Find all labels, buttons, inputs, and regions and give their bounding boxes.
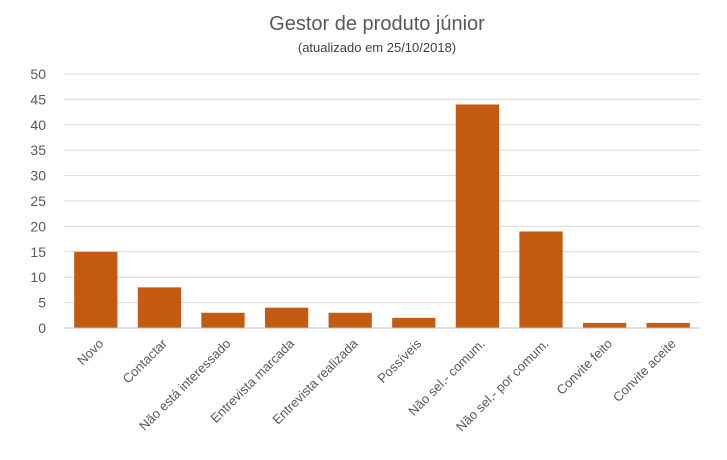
y-tick-label: 5 bbox=[38, 295, 46, 311]
bar bbox=[519, 231, 563, 328]
y-tick-label: 35 bbox=[30, 142, 46, 158]
bar bbox=[455, 104, 500, 328]
y-axis-ticks: 0 5 10 15 20 25 30 35 40 45 50 bbox=[30, 66, 46, 336]
x-tick-label: Convite aceite bbox=[610, 336, 679, 405]
x-tick-label: Contactar bbox=[119, 335, 170, 386]
y-tick-label: 15 bbox=[30, 244, 46, 260]
bar bbox=[74, 251, 118, 328]
bar bbox=[137, 287, 182, 328]
y-tick-label: 10 bbox=[30, 269, 46, 285]
y-tick-label: 45 bbox=[30, 91, 46, 107]
bars bbox=[74, 104, 690, 328]
y-tick-label: 50 bbox=[30, 66, 46, 82]
bar bbox=[201, 312, 245, 328]
x-tick-label: Convite feito bbox=[553, 336, 615, 398]
y-tick-label: 0 bbox=[38, 320, 46, 336]
chart-subtitle: (atualizado em 25/10/2018) bbox=[298, 40, 456, 55]
y-tick-label: 40 bbox=[30, 117, 46, 133]
bar bbox=[264, 307, 309, 328]
bar bbox=[392, 317, 436, 328]
y-tick-label: 20 bbox=[30, 218, 46, 234]
bar bbox=[646, 322, 690, 328]
bar bbox=[582, 322, 627, 328]
x-tick-label: Novo bbox=[74, 336, 106, 368]
y-tick-label: 25 bbox=[30, 193, 46, 209]
y-tick-label: 30 bbox=[30, 168, 46, 184]
x-tick-label: Possíveis bbox=[374, 336, 424, 386]
chart-title: Gestor de produto júnior bbox=[269, 13, 485, 35]
gridlines bbox=[64, 73, 700, 304]
bar bbox=[328, 312, 372, 328]
